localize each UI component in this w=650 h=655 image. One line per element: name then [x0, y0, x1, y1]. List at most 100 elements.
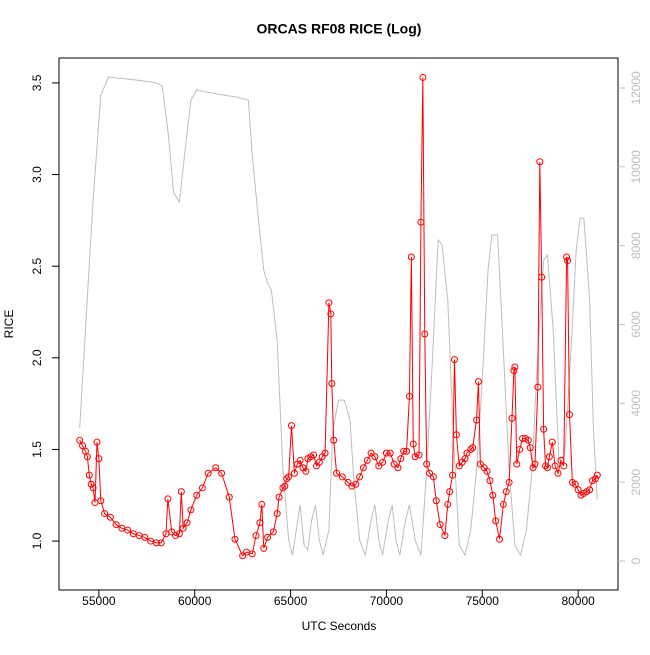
point: [283, 475, 291, 483]
point: [101, 510, 109, 518]
point: [565, 411, 573, 419]
point: [444, 500, 452, 508]
y-tick-label: 1.5: [30, 441, 44, 458]
point: [288, 422, 296, 430]
point: [407, 253, 415, 261]
point: [352, 480, 360, 488]
x-tick-label: 75000: [466, 594, 500, 608]
point: [411, 453, 419, 461]
point: [83, 453, 91, 461]
x-tick-label: 80000: [561, 594, 595, 608]
y-tick-label: 2.5: [30, 258, 44, 275]
point: [554, 469, 562, 477]
point: [386, 449, 394, 457]
point: [563, 253, 571, 261]
point: [225, 493, 233, 501]
point: [452, 431, 460, 439]
point: [449, 471, 457, 479]
point: [441, 532, 449, 540]
x-tick-label: 55000: [82, 594, 116, 608]
point: [474, 378, 482, 386]
point: [486, 477, 494, 485]
point: [97, 497, 105, 505]
point: [363, 456, 371, 464]
chart-title: ORCAS RF08 RICE (Log): [257, 21, 422, 37]
point: [141, 533, 149, 541]
point: [450, 356, 458, 364]
point: [124, 526, 132, 534]
point: [359, 464, 367, 472]
point: [367, 449, 375, 457]
point: [429, 473, 437, 481]
point: [327, 310, 335, 318]
point: [281, 482, 289, 490]
point: [403, 447, 411, 455]
point: [593, 471, 601, 479]
point: [423, 460, 431, 468]
point: [193, 491, 201, 499]
point: [499, 500, 507, 508]
point: [321, 449, 329, 457]
point: [164, 495, 172, 503]
point: [212, 464, 220, 472]
point: [548, 438, 556, 446]
point: [93, 438, 101, 446]
series-line: [79, 76, 598, 557]
x-tick-label: 65000: [274, 594, 308, 608]
point: [379, 458, 387, 466]
point: [505, 478, 513, 486]
point: [473, 416, 481, 424]
point: [516, 445, 524, 453]
point: [415, 451, 423, 459]
point: [198, 484, 206, 492]
point: [432, 497, 440, 505]
point: [469, 444, 477, 452]
point: [551, 462, 559, 470]
y-tick-label: 3.0: [30, 166, 44, 183]
point: [310, 451, 318, 459]
y2-tick-label: 2000: [629, 468, 643, 495]
point: [463, 449, 471, 457]
point: [560, 462, 568, 470]
point: [338, 473, 346, 481]
point: [446, 488, 454, 496]
point: [531, 460, 539, 468]
point: [534, 383, 542, 391]
y2-tick-label: 8000: [629, 232, 643, 259]
x-axis-title: UTC Seconds: [302, 619, 377, 633]
point: [545, 453, 553, 461]
point: [187, 506, 195, 514]
point: [591, 475, 599, 483]
point: [157, 539, 165, 547]
y2-tick-label: 10000: [629, 150, 643, 184]
point: [248, 550, 256, 558]
point: [179, 524, 187, 532]
point: [417, 218, 425, 226]
point: [502, 488, 510, 496]
point: [79, 442, 87, 450]
point: [348, 482, 356, 490]
point: [328, 379, 336, 387]
point: [397, 455, 405, 463]
point: [239, 552, 247, 560]
y2-tick-label: 0: [629, 557, 643, 564]
point: [325, 299, 333, 307]
point: [260, 544, 268, 552]
point: [390, 460, 398, 468]
point: [218, 469, 226, 477]
point: [371, 453, 379, 461]
point: [204, 469, 212, 477]
x-tick-label: 70000: [370, 594, 404, 608]
point: [273, 510, 281, 518]
point: [436, 521, 444, 529]
point: [95, 455, 103, 463]
point: [492, 517, 500, 525]
point: [394, 464, 402, 472]
point: [543, 464, 551, 472]
point: [510, 367, 518, 375]
point: [540, 425, 548, 433]
point: [586, 486, 594, 494]
point: [296, 456, 304, 464]
point: [489, 491, 497, 499]
